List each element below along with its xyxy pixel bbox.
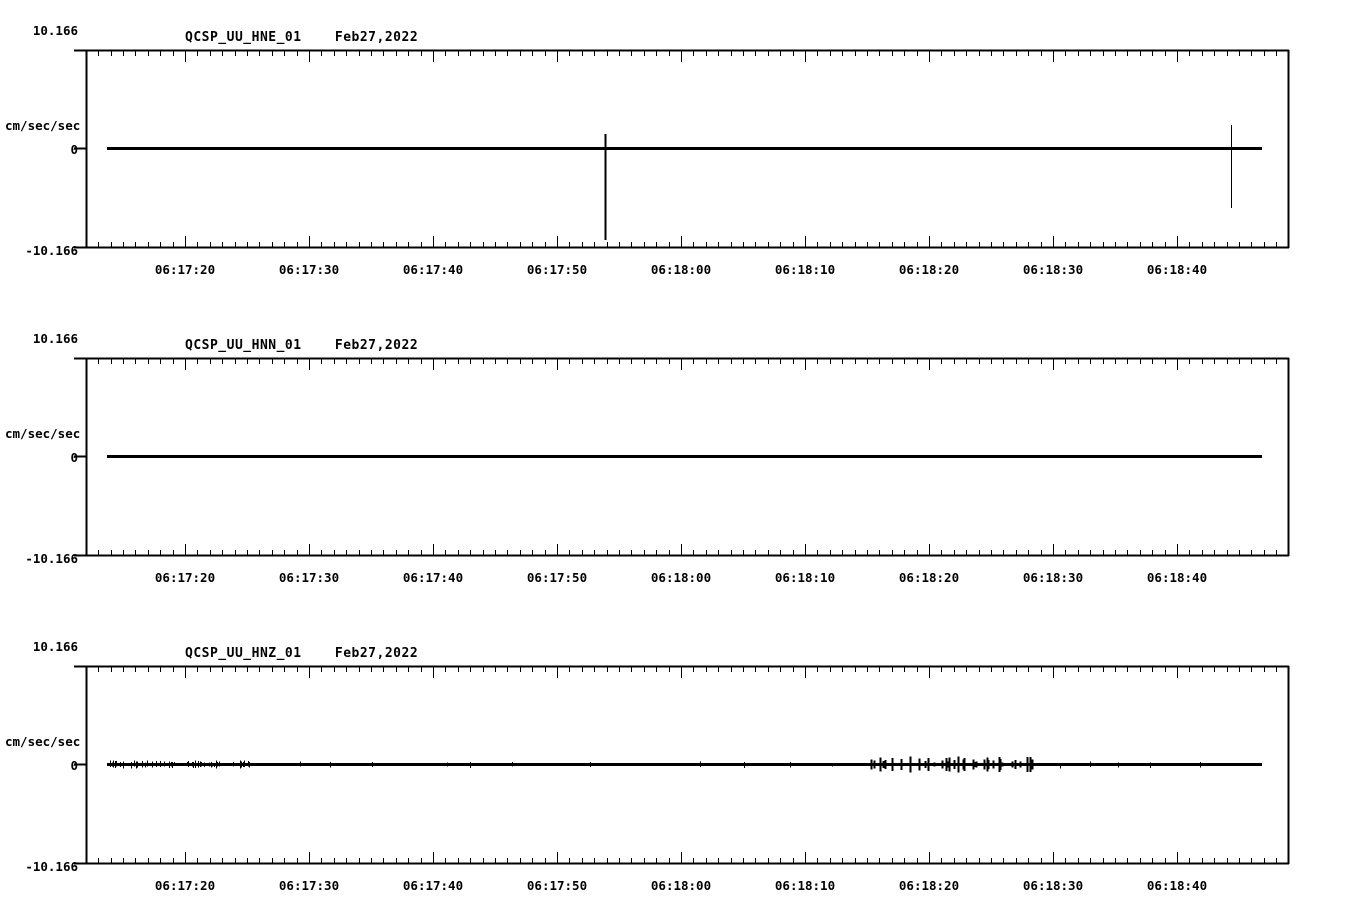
x-tick-label-hnz-6: 06:18:20 [898, 878, 960, 893]
panel-hne: QCSP_UU_HNE_01 Feb27,2022 cm/sec/sec 10.… [0, 0, 1358, 308]
x-tick-label-hne-7: 06:18:30 [1022, 262, 1084, 277]
x-tick-label-hnn-5: 06:18:10 [774, 570, 836, 585]
y-axis-unit-label-hne: cm/sec/sec [5, 118, 81, 133]
y-axis-unit-label-hnz: cm/sec/sec [5, 734, 81, 749]
y-tick-min-hnn: -10.166 [25, 551, 78, 566]
x-tick-label-hne-3: 06:17:50 [526, 262, 588, 277]
x-tick-label-hnz-0: 06:17:20 [154, 878, 216, 893]
x-tick-label-hnz-8: 06:18:40 [1146, 878, 1208, 893]
x-tick-label-hne-5: 06:18:10 [774, 262, 836, 277]
plot-area-hnn [74, 357, 1290, 557]
y-tick-zero-hnz: 0 [70, 758, 78, 773]
y-tick-max-hnn: 10.166 [32, 331, 78, 346]
x-tick-label-hnn-1: 06:17:30 [278, 570, 340, 585]
y-tick-zero-hne: 0 [70, 142, 78, 157]
x-tick-label-hnz-4: 06:18:00 [650, 878, 712, 893]
x-tick-label-hnn-3: 06:17:50 [526, 570, 588, 585]
x-tick-label-hne-8: 06:18:40 [1146, 262, 1208, 277]
x-tick-label-hne-0: 06:17:20 [154, 262, 216, 277]
panel-hnn: QCSP_UU_HNN_01 Feb27,2022 cm/sec/sec 10.… [0, 308, 1358, 616]
x-tick-label-hnz-1: 06:17:30 [278, 878, 340, 893]
panel-hnz: QCSP_UU_HNZ_01 Feb27,2022 cm/sec/sec 10.… [0, 616, 1358, 924]
x-tick-label-hnn-0: 06:17:20 [154, 570, 216, 585]
plot-area-hnz [74, 665, 1290, 865]
x-tick-label-hne-1: 06:17:30 [278, 262, 340, 277]
x-tick-label-hne-2: 06:17:40 [402, 262, 464, 277]
x-tick-label-hnn-6: 06:18:20 [898, 570, 960, 585]
y-tick-min-hnz: -10.166 [25, 859, 78, 874]
x-tick-label-hnz-2: 06:17:40 [402, 878, 464, 893]
panel-title-hnz: QCSP_UU_HNZ_01 Feb27,2022 [185, 646, 419, 661]
x-tick-label-hnz-5: 06:18:10 [774, 878, 836, 893]
y-axis-unit-label-hnn: cm/sec/sec [5, 426, 81, 441]
y-tick-max-hnz: 10.166 [32, 639, 78, 654]
x-tick-label-hnn-4: 06:18:00 [650, 570, 712, 585]
y-tick-max-hne: 10.166 [32, 23, 78, 38]
y-tick-zero-hnn: 0 [70, 450, 78, 465]
x-tick-label-hnn-8: 06:18:40 [1146, 570, 1208, 585]
x-tick-label-hnn-7: 06:18:30 [1022, 570, 1084, 585]
panel-title-hne: QCSP_UU_HNE_01 Feb27,2022 [185, 30, 419, 45]
x-tick-label-hne-6: 06:18:20 [898, 262, 960, 277]
y-tick-min-hne: -10.166 [25, 243, 78, 258]
x-tick-label-hnz-7: 06:18:30 [1022, 878, 1084, 893]
x-tick-label-hne-4: 06:18:00 [650, 262, 712, 277]
panel-title-hnn: QCSP_UU_HNN_01 Feb27,2022 [185, 338, 419, 353]
x-tick-label-hnn-2: 06:17:40 [402, 570, 464, 585]
x-tick-label-hnz-3: 06:17:50 [526, 878, 588, 893]
plot-area-hne [74, 49, 1290, 249]
